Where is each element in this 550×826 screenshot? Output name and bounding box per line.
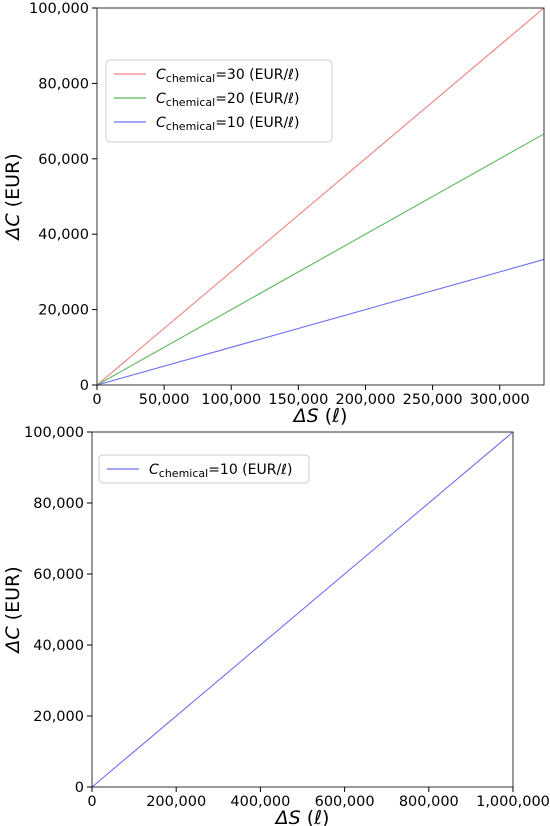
legend-entry-0: Cchemical=10 (EUR/ℓ) <box>149 462 292 480</box>
legend-suffix: =30 (EUR/ℓ) <box>215 67 299 83</box>
y-axis-unit: (EUR) <box>2 153 24 207</box>
x-axis-symbol: ΔS <box>292 405 319 427</box>
y-tick-label: 0 <box>80 378 89 394</box>
y-tick-label: 0 <box>75 780 84 796</box>
y-tick-label: 100,000 <box>24 425 84 441</box>
series-line-1 <box>96 133 545 386</box>
legend-entry-0: Cchemical=30 (EUR/ℓ) <box>156 67 299 85</box>
legend-suffix: =10 (EUR/ℓ) <box>215 115 299 131</box>
x-axis-symbol: ΔS <box>274 807 301 826</box>
legend-subscript: chemical <box>166 120 215 133</box>
x-axis-unit: (ℓ) <box>307 807 330 826</box>
legend-entry-1: Cchemical=20 (EUR/ℓ) <box>156 91 299 109</box>
legend-box <box>105 59 333 143</box>
x-tick-label: 150,000 <box>268 392 328 408</box>
x-axis-unit: (ℓ) <box>325 405 348 427</box>
chart-bottom: 0 200,000 400,000 600,000 800,000 1,000,000 0 2… <box>2 425 550 826</box>
legend-suffix: =20 (EUR/ℓ) <box>215 91 299 107</box>
y-axis-symbol: ΔC <box>2 213 24 242</box>
x-tick-label: 250,000 <box>403 392 463 408</box>
y-axis-symbol: ΔC <box>2 626 24 655</box>
legend-symbol: C <box>156 115 166 131</box>
legend-symbol: C <box>156 67 166 83</box>
y-axis-label: ΔC (EUR) <box>2 153 24 241</box>
legend-subscript: chemical <box>166 72 215 85</box>
x-tick-label: 600,000 <box>315 794 375 810</box>
legend-subscript: chemical <box>166 96 215 109</box>
x-tick-label: 100,000 <box>201 392 261 408</box>
legend-symbol: C <box>156 91 166 107</box>
y-axis-unit: (EUR) <box>2 566 24 620</box>
y-tick-label: 60,000 <box>38 152 89 168</box>
x-tick-label: 1,000,000 <box>476 794 550 810</box>
x-tick-label: 50,000 <box>139 392 190 408</box>
x-tick-label: 300,000 <box>470 392 530 408</box>
legend-box <box>98 454 310 484</box>
plot-frame <box>96 7 545 386</box>
y-tick-label: 60,000 <box>33 567 84 583</box>
chart-top: 0 50,000 100,000 150,000 200,000 250,000 300,0… <box>2 1 545 427</box>
x-tick-label: 800,000 <box>399 794 459 810</box>
x-axis-label: ΔS (ℓ) <box>274 807 330 826</box>
x-tick-label: 200,000 <box>335 392 395 408</box>
y-tick-label: 20,000 <box>38 303 89 319</box>
x-tick-label: 400,000 <box>230 794 290 810</box>
y-tick-label: 80,000 <box>33 496 84 512</box>
plot-frame <box>91 431 514 788</box>
legend-entry-2: Cchemical=10 (EUR/ℓ) <box>156 115 299 133</box>
y-tick-label: 100,000 <box>29 1 89 17</box>
series-line-0 <box>96 7 545 386</box>
x-axis-label: ΔS (ℓ) <box>292 405 348 427</box>
legend-symbol: C <box>149 462 159 478</box>
y-tick-label: 80,000 <box>38 76 89 92</box>
legend-suffix: =10 (EUR/ℓ) <box>208 462 292 478</box>
y-tick-label: 40,000 <box>33 638 84 654</box>
series-line-0 <box>91 431 514 788</box>
legend-subscript: chemical <box>159 467 208 480</box>
x-tick-label: 0 <box>92 392 101 408</box>
y-tick-label: 20,000 <box>33 709 84 725</box>
y-tick-label: 40,000 <box>38 227 89 243</box>
series-line-2 <box>96 258 545 386</box>
x-tick-label: 200,000 <box>146 794 206 810</box>
x-tick-label: 0 <box>87 794 96 810</box>
y-axis-label: ΔC (EUR) <box>2 566 24 654</box>
